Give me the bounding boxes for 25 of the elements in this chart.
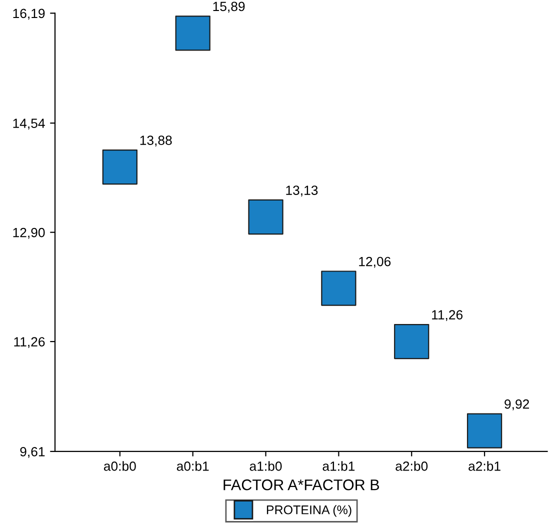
- point: [102, 149, 138, 185]
- x-tick-label: a1:b0: [250, 461, 282, 471]
- y-tick-label: 12,90: [13, 228, 45, 239]
- x-tick-label: a0:b1: [176, 461, 209, 471]
- point: [394, 324, 430, 360]
- data-label: 12,06: [359, 256, 391, 268]
- y-tick-label: 16,19: [13, 8, 45, 20]
- y-tick-label: 11,26: [14, 337, 45, 348]
- x-tick-label: a1:b1: [322, 461, 355, 471]
- data-label: 11,26: [432, 310, 463, 322]
- x-tick-label: a0:b0: [104, 461, 136, 471]
- x-tick-label: a2:b1: [468, 461, 500, 471]
- data-label: 9,92: [504, 399, 529, 410]
- x-axis-title: FACTOR A*FACTOR B: [224, 479, 380, 490]
- legend-label: PROTEINA (%): [266, 505, 352, 517]
- data-label: 15,89: [213, 2, 245, 13]
- x-tick-label: a2:b0: [396, 461, 428, 471]
- data-label: 13,88: [140, 136, 172, 147]
- point: [175, 16, 210, 51]
- y-tick-label: 14,54: [13, 118, 45, 130]
- y-tick-label: 9,61: [20, 447, 45, 458]
- point: [321, 270, 356, 306]
- data-label: 13,13: [286, 186, 318, 197]
- point: [466, 413, 502, 448]
- point: [248, 199, 284, 235]
